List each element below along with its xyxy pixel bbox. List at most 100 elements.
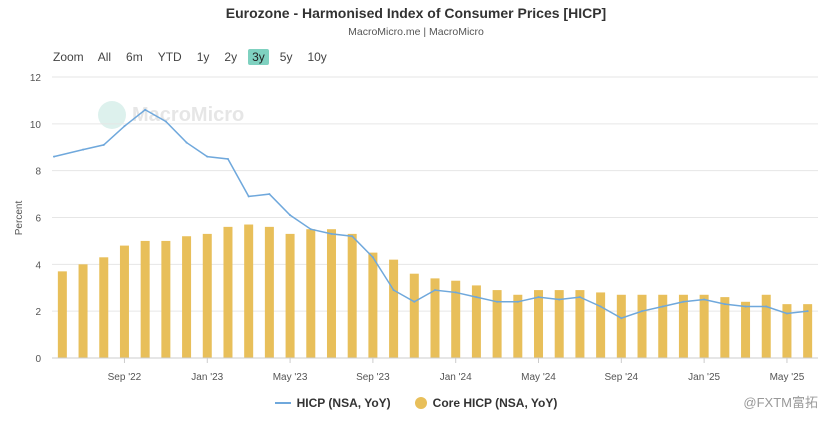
core-hicp-bar[interactable] bbox=[513, 294, 523, 358]
core-hicp-bar[interactable] bbox=[285, 233, 295, 358]
hicp-point bbox=[330, 232, 333, 235]
core-hicp-bar[interactable] bbox=[223, 226, 233, 358]
hicp-point bbox=[785, 312, 788, 315]
y-tick-label: 4 bbox=[35, 260, 41, 271]
x-tick-label: Sep '22 bbox=[108, 372, 142, 383]
hicp-point bbox=[185, 141, 188, 144]
y-axis-ticks: 0 2 4 6 8 10 12 bbox=[30, 73, 42, 365]
core-hicp-bar[interactable] bbox=[616, 294, 626, 358]
core-hicp-bar[interactable] bbox=[202, 233, 212, 358]
core-hicp-bar[interactable] bbox=[57, 271, 67, 358]
zoom-5y-button[interactable]: 5y bbox=[279, 50, 293, 64]
y-tick-label: 0 bbox=[35, 354, 41, 365]
hicp-point bbox=[123, 125, 126, 128]
core-hicp-bar[interactable] bbox=[409, 273, 419, 358]
legend-item-core-hicp[interactable]: Core HICP (NSA, YoY) bbox=[414, 396, 557, 410]
core-hicp-bar[interactable] bbox=[471, 285, 481, 358]
core-hicp-bar[interactable] bbox=[140, 240, 150, 358]
core-hicp-bar[interactable] bbox=[347, 233, 357, 358]
core-hicp-bar[interactable] bbox=[78, 264, 88, 358]
core-hicp-bar[interactable] bbox=[637, 294, 647, 358]
zoom-label: Zoom bbox=[53, 50, 84, 64]
core-hicp-bar[interactable] bbox=[326, 229, 336, 358]
hicp-point bbox=[537, 296, 540, 299]
hicp-point bbox=[641, 310, 644, 313]
zoom-1y-button[interactable]: 1y bbox=[196, 50, 210, 64]
x-tick-label: May '25 bbox=[770, 372, 805, 383]
core-hicp-bars bbox=[57, 224, 813, 358]
core-hicp-bar[interactable] bbox=[451, 280, 461, 358]
core-hicp-bar[interactable] bbox=[492, 290, 502, 358]
core-hicp-bar[interactable] bbox=[244, 224, 254, 358]
y-tick-label: 6 bbox=[35, 214, 41, 225]
core-hicp-bar[interactable] bbox=[389, 259, 399, 358]
zoom-bar: Zoom All 6m YTD 1y 2y 3y 5y 10y bbox=[53, 49, 338, 65]
core-hicp-bar[interactable] bbox=[678, 294, 688, 358]
core-hicp-bar[interactable] bbox=[368, 252, 378, 358]
hicp-point bbox=[496, 300, 499, 303]
core-hicp-bar[interactable] bbox=[741, 301, 751, 358]
hicp-line bbox=[53, 108, 809, 320]
x-tick-label: Jan '25 bbox=[688, 372, 720, 383]
hicp-point bbox=[226, 157, 229, 160]
hicp-point bbox=[164, 120, 167, 123]
hicp-point bbox=[434, 289, 436, 292]
hicp-point bbox=[661, 305, 664, 308]
hicp-point bbox=[309, 228, 312, 231]
core-hicp-bar[interactable] bbox=[182, 236, 192, 358]
core-hicp-bar[interactable] bbox=[534, 290, 544, 358]
chart-subtitle: MacroMicro.me | MacroMicro bbox=[348, 26, 484, 38]
x-tick-label: Jan '24 bbox=[440, 372, 472, 383]
core-hicp-bar[interactable] bbox=[658, 294, 668, 358]
core-hicp-bar[interactable] bbox=[119, 245, 129, 358]
corner-watermark: @FXTM富拓 bbox=[743, 395, 818, 410]
x-axis-ticks: Sep '22 Jan '23 May '23 Sep '23 Jan '24 May '… bbox=[52, 357, 818, 383]
core-hicp-bar[interactable] bbox=[803, 304, 813, 358]
hicp-point bbox=[703, 298, 706, 301]
legend-label-hicp: HICP (NSA, YoY) bbox=[296, 396, 391, 410]
hicp-point bbox=[351, 235, 354, 238]
core-hicp-bar[interactable] bbox=[575, 290, 585, 358]
hicp-point bbox=[371, 256, 374, 259]
hicp-point bbox=[289, 214, 292, 217]
core-hicp-bar[interactable] bbox=[306, 229, 316, 358]
hicp-point bbox=[413, 300, 416, 303]
core-hicp-bar[interactable] bbox=[761, 294, 771, 358]
core-hicp-bar[interactable] bbox=[264, 226, 274, 358]
hicp-point bbox=[765, 305, 768, 308]
core-hicp-bar[interactable] bbox=[554, 290, 564, 358]
chart-title: Eurozone - Harmonised Index of Consumer … bbox=[225, 5, 607, 21]
x-tick-label: Jan '23 bbox=[191, 372, 223, 383]
core-hicp-bar[interactable] bbox=[699, 294, 709, 358]
hicp-point bbox=[102, 143, 105, 146]
hicp-point bbox=[392, 289, 395, 292]
hicp-point bbox=[599, 305, 602, 308]
zoom-6m-button[interactable]: 6m bbox=[126, 50, 143, 64]
legend-item-hicp[interactable]: HICP (NSA, YoY) bbox=[274, 396, 391, 410]
hicp-point bbox=[268, 193, 271, 196]
hicp-point bbox=[475, 296, 478, 299]
legend-dot-icon bbox=[414, 397, 427, 409]
zoom-3y-button[interactable]: 3y bbox=[248, 49, 269, 65]
hicp-point bbox=[682, 300, 685, 303]
hicp-point bbox=[620, 317, 623, 320]
core-hicp-bar[interactable] bbox=[430, 278, 440, 358]
core-hicp-bar[interactable] bbox=[596, 292, 606, 358]
core-hicp-bar[interactable] bbox=[782, 304, 792, 358]
core-hicp-bar[interactable] bbox=[99, 257, 109, 358]
hicp-point bbox=[53, 155, 55, 158]
x-tick-label: May '23 bbox=[273, 372, 308, 383]
hicp-point bbox=[516, 300, 519, 303]
core-hicp-bar[interactable] bbox=[161, 240, 171, 358]
zoom-10y-button[interactable]: 10y bbox=[307, 50, 327, 64]
hicp-point bbox=[723, 303, 726, 306]
hicp-point bbox=[744, 305, 747, 308]
core-hicp-bar[interactable] bbox=[720, 297, 730, 358]
hicp-point bbox=[558, 298, 561, 301]
zoom-ytd-button[interactable]: YTD bbox=[157, 50, 182, 64]
zoom-all-button[interactable]: All bbox=[97, 50, 112, 64]
x-tick-label: May '24 bbox=[521, 372, 556, 383]
legend: HICP (NSA, YoY) Core HICP (NSA, YoY) bbox=[0, 396, 832, 410]
zoom-2y-button[interactable]: 2y bbox=[224, 50, 238, 64]
